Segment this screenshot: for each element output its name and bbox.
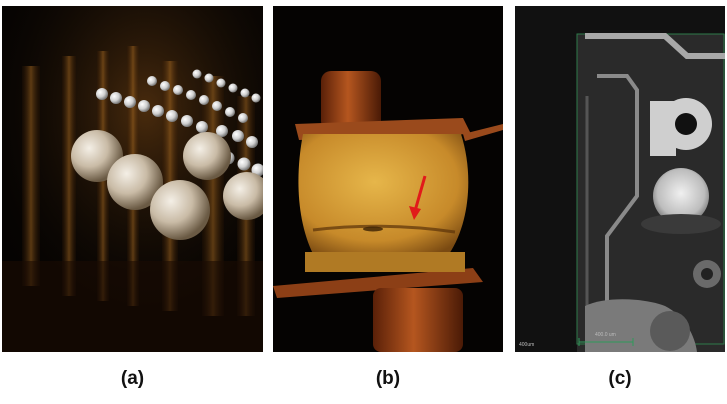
scale-bar-label: 400.0 um <box>595 332 616 338</box>
panel-b-image <box>273 6 503 352</box>
corner-label: 400um <box>519 342 535 348</box>
caption-b: (b) <box>375 368 401 389</box>
panel-c-image: 400.0 um 400um <box>515 6 725 352</box>
red-arrow-icon <box>409 175 427 220</box>
xray-cross-section <box>515 6 725 352</box>
solder-ball-array-render <box>2 6 263 352</box>
panel-a-image <box>2 6 263 352</box>
solder-joint-render <box>273 6 503 352</box>
caption-c: (c) <box>608 368 632 389</box>
caption-a: (a) <box>120 368 145 389</box>
